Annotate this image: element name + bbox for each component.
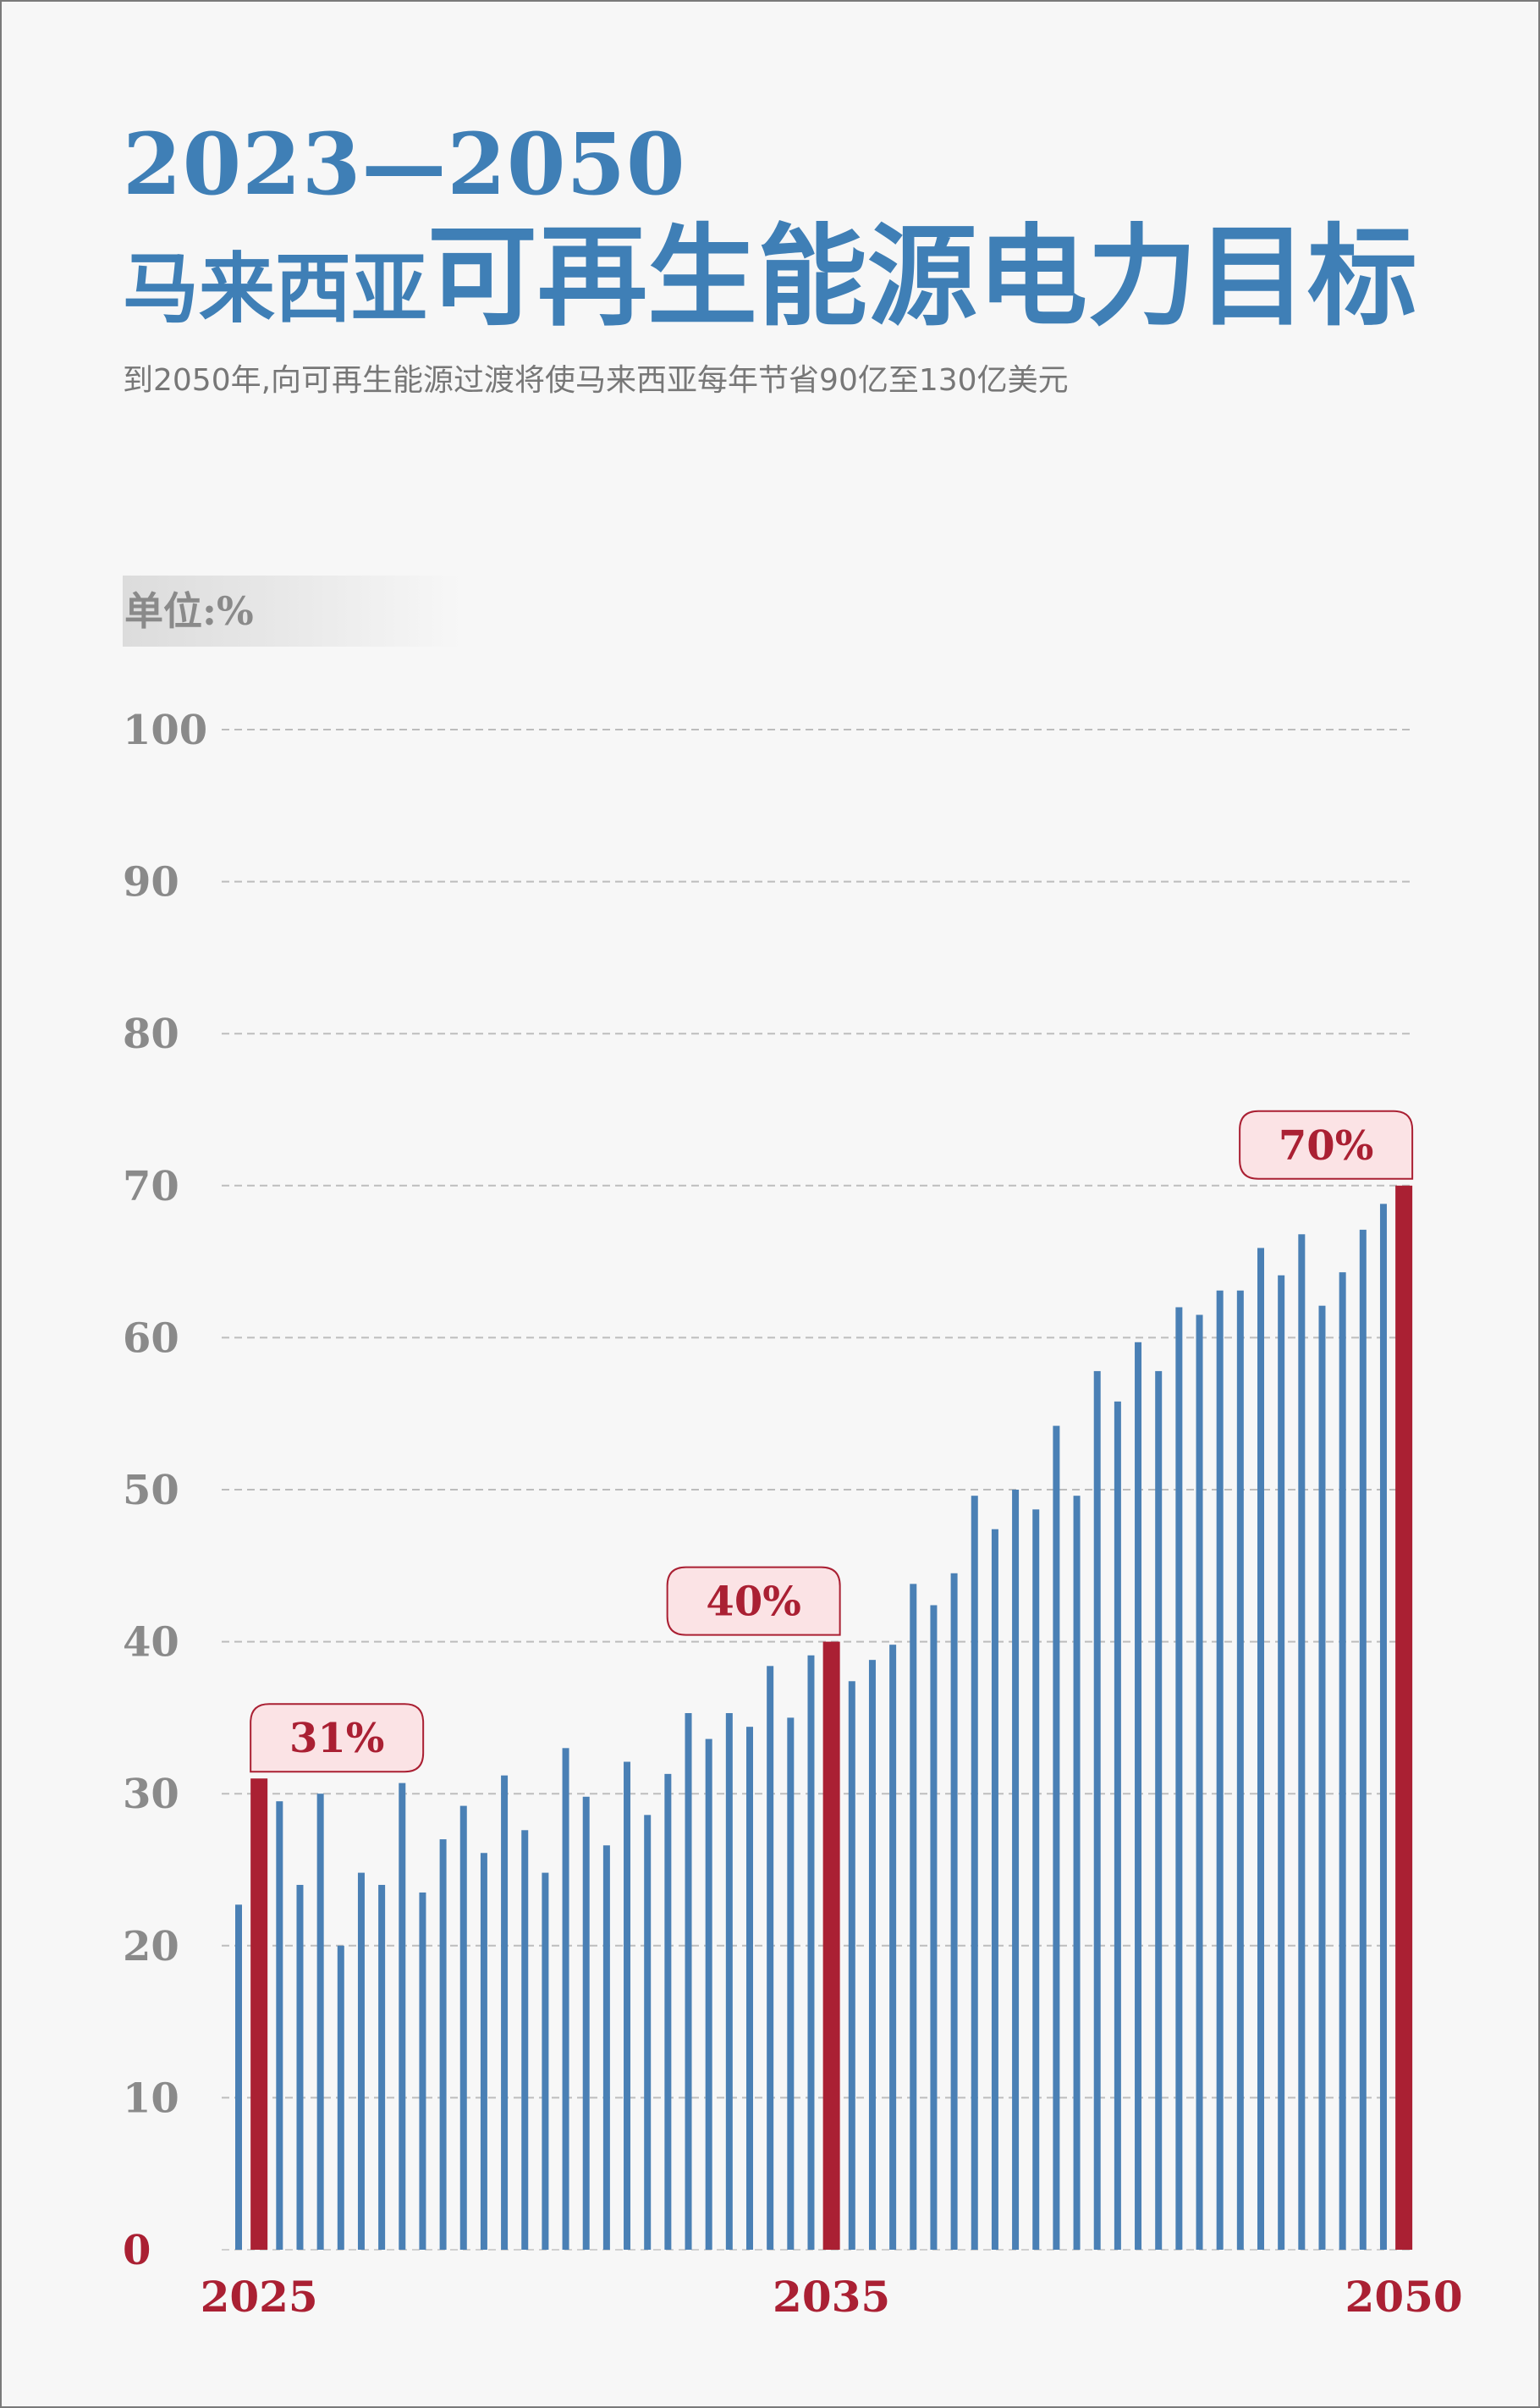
bar xyxy=(1379,1204,1387,2250)
x-axis-ticks: 2025 2035 2050 xyxy=(201,2272,1463,2322)
y-tick-label: 90 xyxy=(123,859,179,906)
bar xyxy=(644,1815,652,2250)
bar xyxy=(480,1853,487,2250)
bar xyxy=(1216,1290,1224,2250)
bar xyxy=(746,1727,753,2250)
bar xyxy=(930,1605,938,2250)
bar xyxy=(235,1904,242,2250)
bar xyxy=(276,1801,283,2250)
bar xyxy=(1278,1275,1285,2250)
highlight-bar xyxy=(250,1778,268,2250)
bar xyxy=(1318,1305,1326,2250)
y-tick-label: 80 xyxy=(123,1011,179,1058)
bar xyxy=(542,1872,549,2250)
bar xyxy=(501,1775,509,2250)
bar xyxy=(1236,1290,1244,2250)
bar xyxy=(848,1681,855,2250)
bar xyxy=(910,1584,917,2250)
title-main: 可再生能源电力目标 xyxy=(427,212,1418,341)
bar xyxy=(1175,1307,1183,2250)
bar xyxy=(1196,1314,1203,2250)
highlight-bar xyxy=(1395,1185,1413,2250)
bar xyxy=(705,1738,712,2250)
bar xyxy=(950,1573,958,2250)
highlight-bar xyxy=(822,1641,840,2250)
bar xyxy=(602,1845,610,2250)
callout-box xyxy=(1239,1110,1414,1180)
title-prefix: 马来西亚 xyxy=(123,244,427,333)
bar xyxy=(971,1496,978,2250)
bar xyxy=(337,1945,344,2250)
bar xyxy=(725,1713,733,2250)
bar xyxy=(1257,1248,1264,2250)
y-tick-label: 60 xyxy=(123,1314,179,1362)
bar xyxy=(1339,1272,1346,2250)
year-range-heading: 2023—2050 xyxy=(123,114,686,214)
bar xyxy=(1135,1342,1142,2250)
bar xyxy=(1114,1401,1121,2250)
y-tick-label: 0 xyxy=(123,2227,151,2274)
subtitle: 到2050年,向可再生能源过渡将使马来西亚每年节省90亿至130亿美元 xyxy=(123,363,1069,398)
bar xyxy=(419,1892,426,2250)
bar xyxy=(1298,1234,1306,2250)
y-tick-label: 50 xyxy=(123,1467,179,1514)
bar xyxy=(357,1872,365,2250)
bar xyxy=(1093,1370,1101,2250)
bar xyxy=(1012,1490,1020,2250)
callout-label: 70% xyxy=(1279,1122,1373,1170)
y-tick-label: 30 xyxy=(123,1771,179,1818)
bar xyxy=(991,1529,998,2250)
y-tick-label: 10 xyxy=(123,2075,179,2122)
bar xyxy=(624,1761,631,2250)
bar xyxy=(1155,1370,1163,2250)
bar xyxy=(399,1783,406,2250)
bar xyxy=(296,1884,304,2250)
bar xyxy=(1359,1229,1367,2250)
grid-lines xyxy=(222,729,1411,2251)
x-tick-label: 2050 xyxy=(1345,2272,1463,2322)
y-tick-label: 20 xyxy=(123,1923,179,1970)
bar xyxy=(521,1830,529,2250)
bar xyxy=(767,1666,774,2250)
bar xyxy=(378,1884,386,2250)
bars xyxy=(235,1185,1413,2250)
bar xyxy=(582,1796,590,2250)
callout-label: 40% xyxy=(706,1579,800,1626)
x-tick-label: 2025 xyxy=(201,2272,318,2322)
bar xyxy=(1073,1496,1081,2250)
callout-box xyxy=(250,1703,425,1773)
bar xyxy=(889,1645,897,2250)
bar xyxy=(787,1717,795,2250)
bar xyxy=(316,1794,324,2250)
bar xyxy=(562,1748,569,2250)
y-axis-ticks: 0 10 20 30 40 50 60 70 80 90 100 xyxy=(123,707,207,2274)
y-tick-label: 70 xyxy=(123,1163,179,1210)
bar xyxy=(439,1839,447,2250)
y-tick-label: 40 xyxy=(123,1619,179,1667)
page-title: 马来西亚可再生能源电力目标 xyxy=(123,222,1417,332)
bar xyxy=(685,1713,692,2250)
bar xyxy=(459,1805,467,2250)
unit-label: 单位:% xyxy=(123,576,461,647)
bar xyxy=(807,1655,815,2250)
bar xyxy=(1053,1425,1060,2250)
callouts: 31% 40% 70% xyxy=(250,1110,1414,1773)
bar xyxy=(664,1773,672,2250)
bar xyxy=(1032,1509,1040,2250)
bar xyxy=(868,1660,876,2250)
callout-box xyxy=(666,1566,841,1636)
y-tick-label: 100 xyxy=(123,707,207,754)
x-tick-label: 2035 xyxy=(773,2272,890,2322)
callout-label: 31% xyxy=(289,1715,384,1762)
